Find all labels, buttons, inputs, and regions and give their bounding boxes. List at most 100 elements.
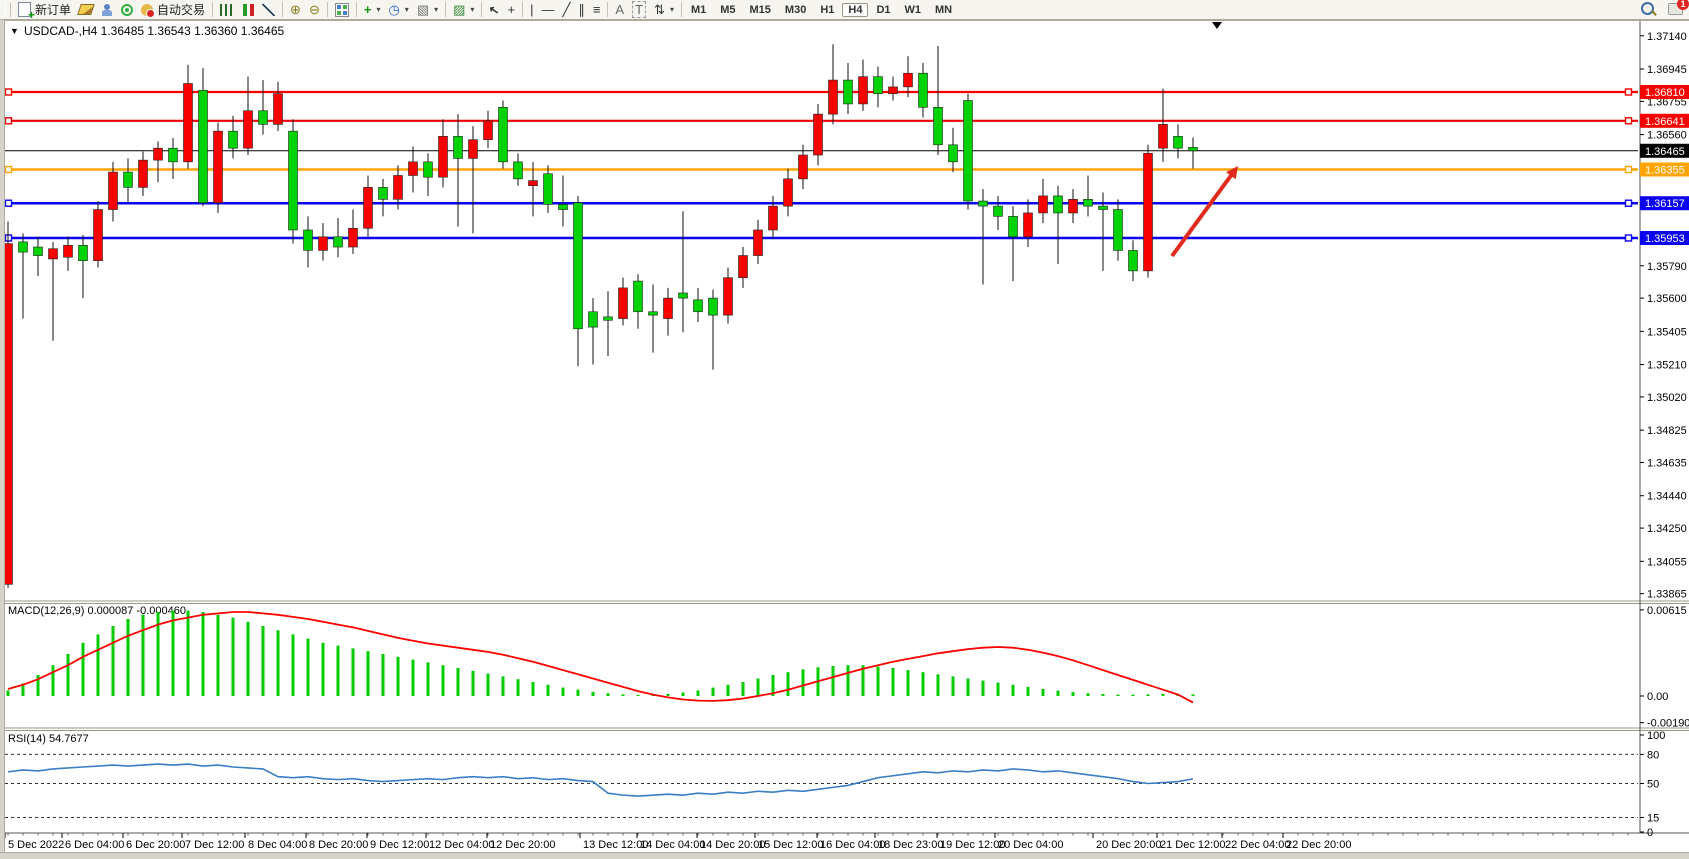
candle-bull[interactable] xyxy=(1158,124,1168,149)
candle-bear[interactable] xyxy=(693,299,703,313)
candle-bear[interactable] xyxy=(1083,199,1093,207)
candle-bull[interactable] xyxy=(243,110,253,149)
candle-bull[interactable] xyxy=(738,255,748,278)
line-handle[interactable] xyxy=(4,165,13,174)
candle-bull[interactable] xyxy=(483,120,493,140)
candle-bear[interactable] xyxy=(573,202,583,330)
candle-bull[interactable] xyxy=(93,209,103,261)
candle-bull[interactable] xyxy=(408,161,418,176)
candle-bear[interactable] xyxy=(678,292,688,299)
line-handle[interactable] xyxy=(1624,117,1633,125)
candle-bear[interactable] xyxy=(78,245,88,261)
candle-bull[interactable] xyxy=(723,277,733,316)
candle-bear[interactable] xyxy=(1113,209,1123,251)
trendline-tool-button[interactable]: ╱ xyxy=(558,1,574,19)
candle-bear[interactable] xyxy=(1098,205,1108,210)
vline-tool-button[interactable]: | xyxy=(526,1,537,19)
autotrade-button[interactable]: 自动交易 xyxy=(137,1,209,19)
candle-bear[interactable] xyxy=(708,297,718,316)
indicators-button[interactable]: + ▾ xyxy=(360,1,385,19)
expert-button[interactable] xyxy=(97,1,117,19)
price-chart[interactable]: 1.37140 1.36945 1.36755 1.36560 1.35790 1.356… xyxy=(0,20,1689,858)
timeframe-m15[interactable]: M15 xyxy=(749,3,771,16)
toolbar-grip[interactable] xyxy=(5,2,11,17)
line-handle[interactable] xyxy=(4,117,13,125)
candle-bull[interactable] xyxy=(318,236,328,251)
timeframe-d1[interactable]: D1 xyxy=(876,3,891,16)
channel-tool-button[interactable]: ∥ xyxy=(574,1,589,19)
timeframe-h4[interactable]: H4 xyxy=(842,2,869,17)
candle-bear[interactable] xyxy=(288,130,298,231)
candle-bull[interactable] xyxy=(468,139,478,159)
candle-bear[interactable] xyxy=(588,311,598,328)
bar-chart-button[interactable] xyxy=(216,1,237,19)
candle-bear[interactable] xyxy=(933,107,943,146)
candle-bear[interactable] xyxy=(633,280,643,313)
candle-bear[interactable] xyxy=(873,76,883,95)
candle-bear[interactable] xyxy=(423,161,433,178)
candle-bull[interactable] xyxy=(48,248,58,260)
candle-bear[interactable] xyxy=(453,135,463,159)
candle-bull[interactable] xyxy=(1023,212,1033,238)
candle-bear[interactable] xyxy=(258,110,268,125)
shift-marker-icon[interactable] xyxy=(1212,22,1222,29)
timeframe-h1[interactable]: H1 xyxy=(820,3,835,16)
candle-bull[interactable] xyxy=(348,227,358,248)
candle-bull[interactable] xyxy=(618,287,628,319)
candle-bull[interactable] xyxy=(798,154,808,180)
annotation-arrow[interactable] xyxy=(1170,171,1235,258)
candle-bull[interactable] xyxy=(753,229,763,256)
candle-bear[interactable] xyxy=(1053,195,1063,214)
timeframe-m5[interactable]: M5 xyxy=(720,3,736,16)
chart-profile-button[interactable]: ▨ ▾ xyxy=(449,1,478,19)
candle-bull[interactable] xyxy=(138,159,148,188)
line-handle[interactable] xyxy=(1624,88,1633,96)
candle-bear[interactable] xyxy=(948,144,958,163)
crosshair-tool-button[interactable]: + xyxy=(504,1,520,19)
candle-bull[interactable] xyxy=(903,72,913,88)
chat-icon[interactable]: 1 xyxy=(1668,0,1689,15)
cursor-tool-button[interactable]: ↖ xyxy=(485,1,503,19)
candle-bull[interactable] xyxy=(813,113,823,156)
candle-bull[interactable] xyxy=(273,93,283,125)
candle-bull[interactable] xyxy=(183,83,193,163)
candle-chart-button[interactable] xyxy=(237,1,258,19)
candle-bull[interactable] xyxy=(438,135,448,178)
candle-bear[interactable] xyxy=(1188,147,1198,152)
line-handle[interactable] xyxy=(1624,199,1633,207)
signal-button[interactable] xyxy=(117,1,137,19)
label-tool-button[interactable]: T xyxy=(628,1,650,19)
candle-bear[interactable] xyxy=(843,79,853,105)
candle-bear[interactable] xyxy=(498,107,508,163)
candle-bull[interactable] xyxy=(153,147,163,161)
hline-tool-button[interactable]: — xyxy=(537,1,558,19)
candle-bear[interactable] xyxy=(648,311,658,316)
tile-windows-button[interactable] xyxy=(331,1,353,19)
candle-bear[interactable] xyxy=(333,236,343,248)
candle-bull[interactable] xyxy=(213,130,223,204)
candle-bear[interactable] xyxy=(543,173,553,205)
timeframe-w1[interactable]: W1 xyxy=(904,3,922,16)
templates-button[interactable]: ▧ ▾ xyxy=(413,1,442,19)
periods-button[interactable]: ◷ ▾ xyxy=(384,1,412,19)
candle-bull[interactable] xyxy=(768,205,778,231)
candle-bull[interactable] xyxy=(108,171,118,210)
candle-bear[interactable] xyxy=(963,100,973,202)
candle-bear[interactable] xyxy=(378,187,388,200)
candle-bull[interactable] xyxy=(63,245,73,258)
candle-bear[interactable] xyxy=(168,147,178,163)
marker-button[interactable] xyxy=(75,1,97,19)
candle-bear[interactable] xyxy=(18,241,28,253)
candle-bear[interactable] xyxy=(228,130,238,149)
candle-bull[interactable] xyxy=(363,187,373,229)
timeframe-m1[interactable]: M1 xyxy=(690,3,707,16)
zoom-in-button[interactable]: ⊕ xyxy=(286,1,305,19)
candle-bull[interactable] xyxy=(888,86,898,95)
arrows-tool-button[interactable]: ⇅ ▾ xyxy=(650,1,678,19)
candle-bear[interactable] xyxy=(303,229,313,251)
candle-bear[interactable] xyxy=(978,200,988,207)
candle-bull[interactable] xyxy=(393,175,403,200)
zoom-out-button[interactable]: ⊖ xyxy=(305,1,324,19)
candle-bear[interactable] xyxy=(558,204,568,210)
candle-bull[interactable] xyxy=(528,180,538,186)
